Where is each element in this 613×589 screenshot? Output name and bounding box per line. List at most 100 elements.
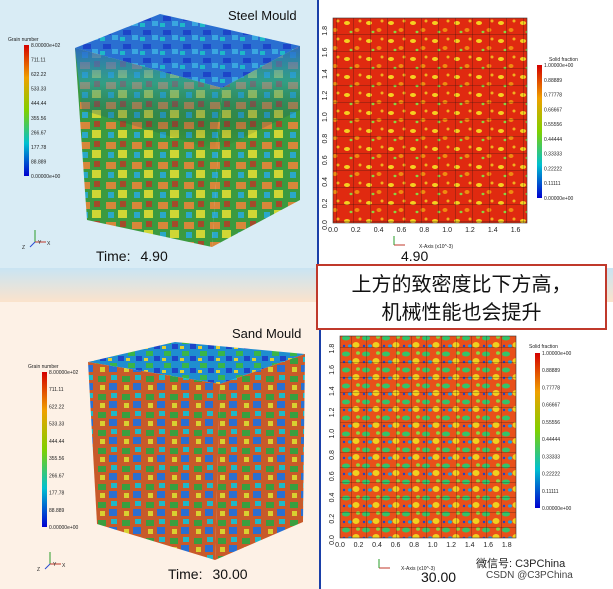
y-tick-label: 1.2 [329, 407, 336, 417]
x-axis-label: X-Axis (x10^-3) [401, 566, 435, 572]
svg-text:X: X [47, 241, 51, 247]
sand-mould-title: Sand Mould [232, 326, 302, 341]
legend-tick-label: 711.11 [49, 387, 64, 393]
sand-mould-grain-panel: Grain number 8.00000e+02 711.11 622.22 533.… [0, 302, 319, 589]
legend-tick-label: 0.55556 [542, 420, 560, 426]
legend-tick-label: 0.77778 [544, 93, 562, 99]
x-tick-label: 1.8 [502, 542, 512, 549]
solid-fraction-colorbar [535, 353, 540, 508]
sand-mould-cube-svg: Grain number 8.00000e+02 711.11 622.22 533.… [28, 342, 305, 573]
csdn-watermark: CSDN @C3PChina [486, 570, 573, 581]
legend-tick-label: 0.77778 [542, 385, 560, 391]
grain-legend-title: Grain number [8, 37, 39, 43]
legend-tick-label: 533.33 [49, 422, 65, 428]
axis-triad-icon [378, 559, 390, 569]
steel-mould-solid-fraction-panel: Solid fraction 1.00000e+00 0.88889 0.77778… [319, 0, 613, 268]
legend-tick-label: 0.11111 [544, 181, 561, 187]
steel-mould-time: Time: 4.90 [96, 248, 168, 264]
legend-tick-label: 1.00000e+00 [544, 63, 574, 69]
legend-tick-label: 355.56 [49, 456, 65, 462]
grain-legend-title: Grain number [28, 364, 59, 370]
x-axis-ticks: 0.0 0.2 0.4 0.6 0.8 1.0 1.2 1.4 1.6 1.8 [335, 542, 512, 549]
y-tick-label: 1.0 [329, 429, 336, 439]
y-tick-label: 0.4 [329, 493, 336, 503]
axis-triad-icon [393, 236, 405, 246]
y-tick-label: 1.2 [322, 91, 329, 101]
grain-legend-ticks: 8.00000e+02 711.11 622.22 533.33 444.44 355.5… [49, 370, 79, 531]
legend-tick-label: 0.22222 [542, 472, 560, 478]
y-tick-label: 1.8 [322, 26, 329, 36]
y-tick-label: 0.6 [329, 471, 336, 481]
svg-text:Z: Z [37, 567, 40, 573]
x-tick-label: 1.0 [442, 227, 452, 234]
y-tick-label: 0.8 [322, 134, 329, 144]
x-tick-label: 0.4 [372, 542, 382, 549]
x-tick-label: 0.4 [374, 227, 384, 234]
callout-line-1: 上方的致密度比下方高， [351, 272, 572, 296]
y-tick-label: 1.6 [329, 365, 336, 375]
y-tick-label: 1.4 [329, 386, 336, 396]
legend-tick-label: 0.33333 [544, 152, 562, 158]
x-tick-label: 1.2 [446, 542, 456, 549]
legend-tick-label: 0.66667 [544, 107, 562, 113]
legend-tick-label: 266.67 [49, 473, 65, 479]
legend-tick-label: 0.00000e+00 [49, 525, 79, 531]
cube-top-face [88, 342, 305, 384]
x-axis-label: X-Axis (x10^-3) [419, 244, 453, 250]
legend-tick-label: 88.889 [49, 508, 65, 514]
sand-solid-time: 30.00 [421, 569, 457, 585]
x-tick-label: 0.8 [409, 542, 419, 549]
y-tick-label: 1.6 [322, 47, 329, 57]
sand-mould-time: Time: 30.00 [168, 566, 248, 582]
x-tick-label: 0.2 [354, 542, 364, 549]
y-axis-ticks: 0.0 0.2 0.4 0.6 0.8 1.0 1.2 1.4 1.6 1.8 [322, 26, 329, 230]
legend-tick-label: 711.11 [31, 58, 46, 64]
y-tick-label: 0.0 [329, 535, 336, 545]
legend-tick-label: 0.88889 [542, 368, 560, 374]
cube-front-face [88, 362, 220, 560]
x-axis-ticks: 0.0 0.2 0.4 0.6 0.8 1.0 1.2 1.4 1.6 [328, 227, 520, 234]
y-tick-label: 0.0 [322, 220, 329, 230]
legend-tick-label: 177.78 [49, 491, 65, 497]
legend-tick-label: 177.78 [31, 145, 47, 151]
grain-number-colorbar [24, 45, 29, 176]
legend-tick-label: 0.88889 [544, 78, 562, 84]
annotation-callout: 上方的致密度比下方高， 机械性能也会提升 [316, 264, 607, 330]
x-tick-label: 1.0 [428, 542, 438, 549]
steel-mould-cube-svg: Grain number 8.00000e+02 711.11 622.22 533.… [8, 14, 300, 251]
x-tick-label: 0.8 [419, 227, 429, 234]
cube-top-face [75, 14, 300, 88]
sand-solid-fraction-svg: Solid fraction 1.00000e+00 0.88889 0.77778… [329, 335, 572, 572]
x-tick-label: 1.4 [488, 227, 498, 234]
x-tick-label: 0.6 [391, 542, 401, 549]
solid-fraction-legend-title: Solid fraction [549, 57, 578, 63]
legend-tick-label: 0.00000e+00 [544, 196, 574, 202]
axis-triad-icon: Y X Z [22, 230, 51, 251]
legend-tick-label: 266.67 [31, 130, 47, 136]
axis-triad-icon: Y X Z [37, 552, 66, 573]
solid-fraction-legend-ticks: 1.00000e+00 0.88889 0.77778 0.66667 0.55556 0… [544, 63, 574, 202]
legend-tick-label: 0.55556 [544, 122, 562, 128]
legend-tick-label: 355.56 [31, 116, 47, 122]
x-tick-label: 0.2 [351, 227, 361, 234]
legend-tick-label: 444.44 [31, 101, 47, 107]
sand-mould-solid-fraction-panel: Solid fraction 1.00000e+00 0.88889 0.77778… [321, 302, 613, 589]
svg-text:Y: Y [38, 240, 42, 246]
legend-tick-label: 88.889 [31, 159, 47, 165]
x-tick-label: 0.0 [328, 227, 338, 234]
legend-tick-label: 0.22222 [544, 166, 562, 172]
x-tick-label: 1.2 [465, 227, 475, 234]
legend-tick-label: 0.00000e+00 [542, 506, 572, 512]
steel-mould-title: Steel Mould [228, 8, 297, 23]
legend-tick-label: 1.00000e+00 [542, 351, 572, 357]
steel-mould-grain-panel: Grain number 8.00000e+02 711.11 622.22 533.… [0, 0, 317, 268]
legend-tick-label: 533.33 [31, 87, 47, 93]
legend-tick-label: 8.00000e+02 [31, 43, 61, 49]
legend-tick-label: 622.22 [31, 72, 47, 78]
legend-tick-label: 0.33333 [542, 454, 560, 460]
legend-tick-label: 0.11111 [542, 489, 559, 495]
legend-tick-label: 0.44444 [544, 137, 562, 143]
svg-text:X: X [62, 563, 66, 569]
y-tick-label: 0.6 [322, 155, 329, 165]
y-tick-label: 0.2 [322, 198, 329, 208]
